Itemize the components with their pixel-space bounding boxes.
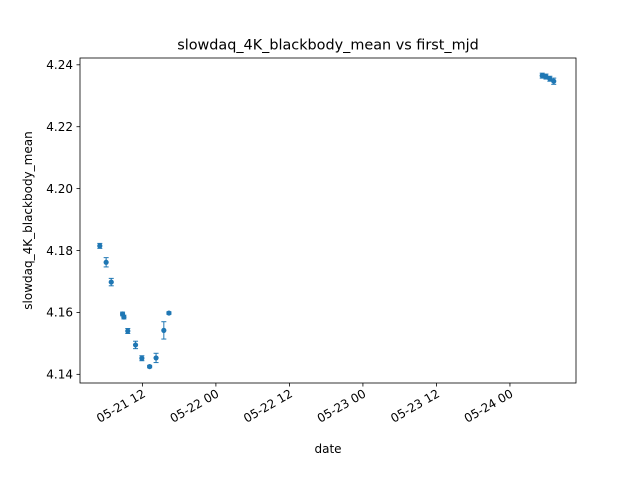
data-point <box>97 243 103 249</box>
data-point <box>147 363 153 370</box>
data-point <box>103 259 109 265</box>
y-axis-title: slowdaq_4K_blackbody_mean <box>21 131 35 309</box>
data-point <box>166 310 172 316</box>
data-point <box>543 73 549 80</box>
data-point <box>121 314 127 320</box>
data-point <box>108 279 114 285</box>
y-tick-label: 4.16 <box>46 306 73 320</box>
data-point <box>551 78 557 84</box>
y-tick-label: 4.22 <box>46 120 73 134</box>
y-tick-label: 4.24 <box>46 58 73 72</box>
y-tick-label: 4.18 <box>46 244 73 258</box>
y-tick-label: 4.20 <box>46 182 73 196</box>
data-point <box>132 342 139 348</box>
data-point <box>153 355 159 361</box>
plot-frame <box>79 57 577 384</box>
data-point <box>125 328 131 334</box>
data-point <box>161 327 167 333</box>
y-axis: 4.14 4.16 4.18 4.20 4.22 4.24 <box>46 58 80 382</box>
y-tick-label: 4.14 <box>46 368 73 382</box>
data-point <box>139 355 145 361</box>
plot-markers <box>97 72 557 370</box>
x-axis-title: date <box>314 442 341 456</box>
data-point <box>547 76 553 82</box>
chart-title: slowdaq_4K_blackbody_mean vs first_mjd <box>177 38 479 54</box>
